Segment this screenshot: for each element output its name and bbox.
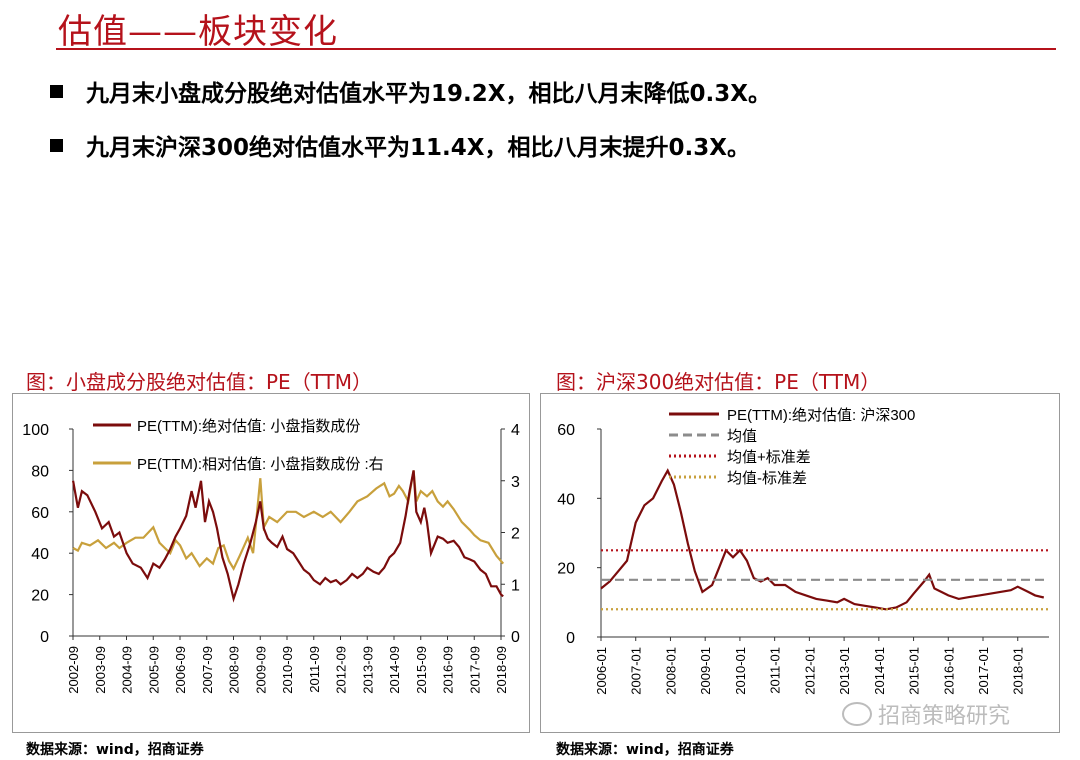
y-tick-label-left: 40 (31, 546, 49, 563)
y-tick-label-left: 60 (557, 422, 575, 439)
x-tick-label: 2006-09 (173, 646, 188, 694)
right-chart: 0 20 40 60 2006-01 2007-01 2008-01 2009-01 2010-… (557, 407, 1049, 695)
left-chart-frame: 0 20 40 60 80 100 0 1 2 3 4 2002-09 2003-09 2004-09 20… (12, 393, 530, 733)
bullet-list: 九月末小盘成分股绝对估值水平为19.2X，相比八月末降低0.3X。 九月末沪深3… (50, 78, 771, 186)
series-line-absolute-pe (72, 470, 504, 603)
x-tick-label: 2013-09 (360, 646, 375, 694)
y-tick-label-left: 40 (557, 491, 575, 508)
x-tick-label: 2017-09 (467, 646, 482, 694)
left-chart: 0 20 40 60 80 100 0 1 2 3 4 2002-09 2003-09 2004-09 20… (22, 417, 520, 694)
y-tick-label-left: 0 (40, 629, 49, 646)
right-source-note: 数据来源：wind，招商证券 (556, 742, 734, 758)
x-tick-label: 2005-09 (146, 646, 161, 694)
x-tick-label: 2011-09 (307, 646, 322, 693)
page-title: 估值——板块变化 (58, 12, 338, 52)
x-tick-label: 2008-09 (227, 646, 242, 694)
x-tick-label: 2011-01 (768, 647, 783, 694)
x-tick-label: 2015-01 (907, 647, 922, 695)
bullet-item: 九月末沪深300绝对估值水平为11.4X，相比八月末提升0.3X。 (50, 132, 771, 161)
x-tick-label: 2009-09 (253, 646, 268, 694)
bullet-text: 九月末沪深300绝对估值水平为11.4X，相比八月末提升0.3X。 (86, 135, 750, 161)
x-tick-label: 2018-01 (1011, 647, 1026, 695)
y-tick-label-right: 0 (511, 629, 520, 646)
y-tick-label-left: 20 (31, 588, 49, 605)
legend-label: PE(TTM):绝对估值: 沪深300 (727, 407, 915, 424)
right-chart-title: 图：沪深300绝对估值：PE（TTM） (556, 370, 881, 394)
y-tick-label-right: 3 (511, 474, 520, 491)
watermark-text: 招商策略研究 (878, 704, 1011, 729)
x-tick-label: 2014-01 (872, 647, 887, 695)
y-tick-label-right: 1 (511, 577, 520, 594)
y-tick-label-left: 0 (566, 630, 575, 647)
x-tick-label: 2016-09 (441, 646, 456, 694)
legend-label: 均值+标准差 (727, 449, 811, 466)
legend-label: PE(TTM):绝对估值: 小盘指数成份 (137, 417, 360, 435)
x-tick-label: 2014-09 (387, 646, 402, 694)
x-tick-label: 2010-01 (733, 647, 748, 695)
x-tick-label: 2015-09 (414, 646, 429, 694)
legend-label: 均值-标准差 (727, 470, 807, 487)
series-line-relative-pe (72, 470, 505, 572)
x-tick-label: 2009-01 (698, 647, 713, 695)
bullet-text: 九月末小盘成分股绝对估值水平为19.2X，相比八月末降低0.3X。 (86, 81, 771, 107)
x-tick-label: 2012-09 (334, 646, 349, 694)
x-tick-label: 2008-01 (663, 647, 678, 695)
x-tick-label: 2006-01 (594, 647, 609, 695)
y-tick-label-left: 60 (31, 505, 49, 522)
legend-label: PE(TTM):相对估值: 小盘指数成份 :右 (137, 455, 384, 473)
x-tick-label: 2007-09 (200, 646, 215, 694)
legend-label: 均值 (727, 428, 757, 445)
x-tick-label: 2012-01 (802, 647, 817, 695)
square-bullet-icon (50, 84, 63, 98)
x-tick-label: 2004-09 (120, 646, 135, 694)
x-tick-label: 2007-01 (629, 647, 644, 695)
x-tick-label: 2018-09 (494, 646, 509, 694)
watermark: 招商策略研究 (842, 698, 1010, 730)
right-chart-frame: 0 20 40 60 2006-01 2007-01 2008-01 2009-01 2010-… (540, 393, 1060, 733)
x-tick-label: 2003-09 (93, 646, 108, 694)
y-tick-label-left: 80 (31, 463, 49, 480)
bullet-item: 九月末小盘成分股绝对估值水平为19.2X，相比八月末降低0.3X。 (50, 78, 771, 107)
x-tick-label: 2016-01 (941, 647, 956, 695)
x-tick-label: 2010-09 (280, 646, 295, 694)
y-tick-label-left: 20 (557, 561, 575, 578)
y-tick-label-right: 4 (511, 422, 520, 439)
x-tick-label: 2002-09 (66, 646, 81, 694)
square-bullet-icon (50, 138, 63, 152)
left-source-note: 数据来源：wind，招商证券 (26, 742, 204, 758)
y-tick-label-right: 2 (511, 526, 520, 543)
y-tick-label-left: 100 (22, 422, 49, 439)
left-chart-title: 图：小盘成分股绝对估值：PE（TTM） (26, 370, 373, 394)
title-divider (56, 48, 1056, 50)
wechat-icon (842, 702, 872, 726)
series-line-csi300-pe (600, 468, 1045, 611)
x-tick-label: 2013-01 (837, 647, 852, 695)
x-tick-label: 2017-01 (976, 647, 991, 695)
